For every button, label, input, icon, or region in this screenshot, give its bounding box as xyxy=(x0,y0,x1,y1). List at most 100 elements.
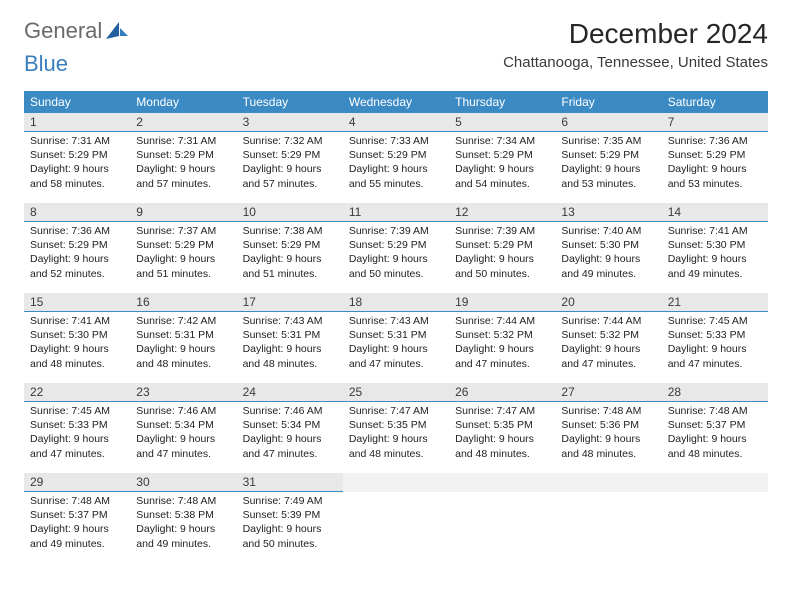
day-info: Sunrise: 7:32 AMSunset: 5:29 PMDaylight:… xyxy=(243,132,337,191)
daylight-text: Daylight: 9 hours xyxy=(136,252,230,266)
day-info: Sunrise: 7:35 AMSunset: 5:29 PMDaylight:… xyxy=(561,132,655,191)
calendar-cell: 3Sunrise: 7:32 AMSunset: 5:29 PMDaylight… xyxy=(237,113,343,203)
sunset-text: Sunset: 5:29 PM xyxy=(455,238,549,252)
daylight-text: Daylight: 9 hours xyxy=(561,342,655,356)
daylight-text: and 58 minutes. xyxy=(30,177,124,191)
calendar-cell: 21Sunrise: 7:45 AMSunset: 5:33 PMDayligh… xyxy=(662,293,768,383)
sunset-text: Sunset: 5:29 PM xyxy=(136,238,230,252)
logo-text-2: Blue xyxy=(24,51,68,76)
sunset-text: Sunset: 5:29 PM xyxy=(349,238,443,252)
sunrise-text: Sunrise: 7:45 AM xyxy=(668,314,762,328)
day-info: Sunrise: 7:48 AMSunset: 5:36 PMDaylight:… xyxy=(561,402,655,461)
sunset-text: Sunset: 5:30 PM xyxy=(561,238,655,252)
sunrise-text: Sunrise: 7:37 AM xyxy=(136,224,230,238)
calendar-cell xyxy=(449,473,555,563)
day-info: Sunrise: 7:47 AMSunset: 5:35 PMDaylight:… xyxy=(349,402,443,461)
daylight-text: and 48 minutes. xyxy=(30,357,124,371)
page-title: December 2024 xyxy=(503,18,768,50)
calendar-week-row: 1Sunrise: 7:31 AMSunset: 5:29 PMDaylight… xyxy=(24,113,768,203)
day-number: 18 xyxy=(343,293,449,312)
day-number: 23 xyxy=(130,383,236,402)
daylight-text: Daylight: 9 hours xyxy=(668,252,762,266)
sunset-text: Sunset: 5:34 PM xyxy=(136,418,230,432)
calendar-cell xyxy=(343,473,449,563)
sunset-text: Sunset: 5:30 PM xyxy=(668,238,762,252)
day-number: 14 xyxy=(662,203,768,222)
daylight-text: Daylight: 9 hours xyxy=(349,162,443,176)
calendar-cell: 12Sunrise: 7:39 AMSunset: 5:29 PMDayligh… xyxy=(449,203,555,293)
sunrise-text: Sunrise: 7:38 AM xyxy=(243,224,337,238)
day-info: Sunrise: 7:31 AMSunset: 5:29 PMDaylight:… xyxy=(136,132,230,191)
daylight-text: Daylight: 9 hours xyxy=(243,162,337,176)
weekday-header: Saturday xyxy=(662,91,768,113)
sunset-text: Sunset: 5:39 PM xyxy=(243,508,337,522)
sunset-text: Sunset: 5:38 PM xyxy=(136,508,230,522)
sunset-text: Sunset: 5:31 PM xyxy=(136,328,230,342)
calendar-cell: 30Sunrise: 7:48 AMSunset: 5:38 PMDayligh… xyxy=(130,473,236,563)
calendar-cell: 25Sunrise: 7:47 AMSunset: 5:35 PMDayligh… xyxy=(343,383,449,473)
daylight-text: and 57 minutes. xyxy=(136,177,230,191)
sunrise-text: Sunrise: 7:46 AM xyxy=(243,404,337,418)
calendar-cell: 26Sunrise: 7:47 AMSunset: 5:35 PMDayligh… xyxy=(449,383,555,473)
calendar-cell: 19Sunrise: 7:44 AMSunset: 5:32 PMDayligh… xyxy=(449,293,555,383)
day-number: 2 xyxy=(130,113,236,132)
calendar-cell: 1Sunrise: 7:31 AMSunset: 5:29 PMDaylight… xyxy=(24,113,130,203)
daylight-text: and 48 minutes. xyxy=(136,357,230,371)
calendar-cell: 14Sunrise: 7:41 AMSunset: 5:30 PMDayligh… xyxy=(662,203,768,293)
sunset-text: Sunset: 5:31 PM xyxy=(243,328,337,342)
weekday-header-row: Sunday Monday Tuesday Wednesday Thursday… xyxy=(24,91,768,113)
sunrise-text: Sunrise: 7:39 AM xyxy=(455,224,549,238)
calendar-cell: 28Sunrise: 7:48 AMSunset: 5:37 PMDayligh… xyxy=(662,383,768,473)
daylight-text: and 48 minutes. xyxy=(561,447,655,461)
day-info: Sunrise: 7:43 AMSunset: 5:31 PMDaylight:… xyxy=(243,312,337,371)
day-info: Sunrise: 7:44 AMSunset: 5:32 PMDaylight:… xyxy=(455,312,549,371)
calendar-cell xyxy=(555,473,661,563)
daylight-text: and 51 minutes. xyxy=(136,267,230,281)
sunset-text: Sunset: 5:29 PM xyxy=(668,148,762,162)
daylight-text: and 55 minutes. xyxy=(349,177,443,191)
calendar-cell: 10Sunrise: 7:38 AMSunset: 5:29 PMDayligh… xyxy=(237,203,343,293)
daylight-text: and 49 minutes. xyxy=(136,537,230,551)
sunrise-text: Sunrise: 7:48 AM xyxy=(561,404,655,418)
daylight-text: and 47 minutes. xyxy=(561,357,655,371)
sunrise-text: Sunrise: 7:31 AM xyxy=(136,134,230,148)
weekday-header: Monday xyxy=(130,91,236,113)
logo-text-1: General xyxy=(24,18,102,44)
day-info: Sunrise: 7:41 AMSunset: 5:30 PMDaylight:… xyxy=(668,222,762,281)
daylight-text: Daylight: 9 hours xyxy=(136,162,230,176)
sunset-text: Sunset: 5:29 PM xyxy=(243,148,337,162)
daylight-text: Daylight: 9 hours xyxy=(561,252,655,266)
day-info: Sunrise: 7:43 AMSunset: 5:31 PMDaylight:… xyxy=(349,312,443,371)
day-info: Sunrise: 7:46 AMSunset: 5:34 PMDaylight:… xyxy=(243,402,337,461)
sunset-text: Sunset: 5:37 PM xyxy=(668,418,762,432)
daylight-text: and 49 minutes. xyxy=(30,537,124,551)
sunset-text: Sunset: 5:29 PM xyxy=(30,148,124,162)
day-info: Sunrise: 7:42 AMSunset: 5:31 PMDaylight:… xyxy=(136,312,230,371)
calendar-week-row: 15Sunrise: 7:41 AMSunset: 5:30 PMDayligh… xyxy=(24,293,768,383)
daylight-text: and 50 minutes. xyxy=(243,537,337,551)
sunrise-text: Sunrise: 7:47 AM xyxy=(349,404,443,418)
daylight-text: Daylight: 9 hours xyxy=(30,342,124,356)
sunset-text: Sunset: 5:37 PM xyxy=(30,508,124,522)
calendar-cell: 15Sunrise: 7:41 AMSunset: 5:30 PMDayligh… xyxy=(24,293,130,383)
sunset-text: Sunset: 5:33 PM xyxy=(668,328,762,342)
calendar-cell: 24Sunrise: 7:46 AMSunset: 5:34 PMDayligh… xyxy=(237,383,343,473)
sunrise-text: Sunrise: 7:39 AM xyxy=(349,224,443,238)
sunset-text: Sunset: 5:29 PM xyxy=(349,148,443,162)
daylight-text: Daylight: 9 hours xyxy=(243,342,337,356)
sunrise-text: Sunrise: 7:48 AM xyxy=(136,494,230,508)
day-number: 12 xyxy=(449,203,555,222)
sunset-text: Sunset: 5:29 PM xyxy=(243,238,337,252)
day-info: Sunrise: 7:41 AMSunset: 5:30 PMDaylight:… xyxy=(30,312,124,371)
daylight-text: and 47 minutes. xyxy=(455,357,549,371)
sunrise-text: Sunrise: 7:46 AM xyxy=(136,404,230,418)
daylight-text: Daylight: 9 hours xyxy=(136,432,230,446)
sunset-text: Sunset: 5:36 PM xyxy=(561,418,655,432)
day-number: 30 xyxy=(130,473,236,492)
daylight-text: Daylight: 9 hours xyxy=(561,432,655,446)
weekday-header: Tuesday xyxy=(237,91,343,113)
day-number: 29 xyxy=(24,473,130,492)
day-number: 8 xyxy=(24,203,130,222)
daylight-text: and 47 minutes. xyxy=(243,447,337,461)
daylight-text: Daylight: 9 hours xyxy=(349,432,443,446)
